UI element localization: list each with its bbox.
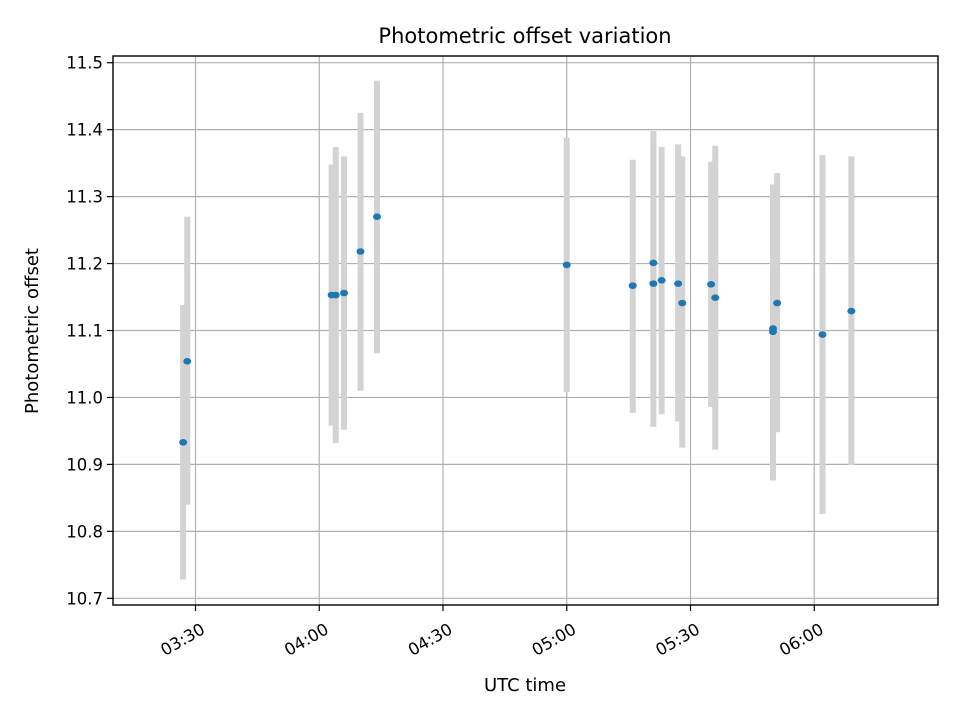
data-point [847,307,856,315]
y-tick-label: 11.5 [66,54,103,73]
data-point [331,291,340,299]
y-axis-ticks: 10.7 10.8 10.9 11.0 11.1 11.2 11.3 11.4 11.5 [66,54,113,608]
data-point [340,289,348,297]
data-point [773,299,782,307]
y-tick-label: 11.1 [66,322,103,341]
data-point [769,325,777,332]
data-point [649,280,658,287]
data-point [707,281,716,288]
y-tick-label: 10.8 [66,522,103,541]
y-tick-label: 10.9 [66,455,103,474]
data-point [373,213,381,220]
data-point [628,282,637,289]
data-point [711,294,720,301]
grid [113,56,938,605]
data-point [179,439,188,446]
y-axis-label: Photometric offset [22,248,43,414]
chart-title: Photometric offset variation [378,24,671,48]
data-point [657,276,666,284]
y-tick-label: 10.7 [66,589,103,608]
data-point [356,248,365,255]
y-tick-label: 11.2 [66,255,103,274]
data-point [674,280,683,287]
data-point [562,261,571,269]
y-tick-label: 11.4 [66,121,103,140]
y-tick-label: 11.3 [66,188,103,207]
data-point [649,259,658,267]
x-axis-label: UTC time [484,675,566,696]
data-point [183,357,192,365]
y-tick-label: 11.0 [66,388,103,407]
data-points [179,213,856,446]
data-point [678,299,687,307]
data-point [818,331,827,338]
